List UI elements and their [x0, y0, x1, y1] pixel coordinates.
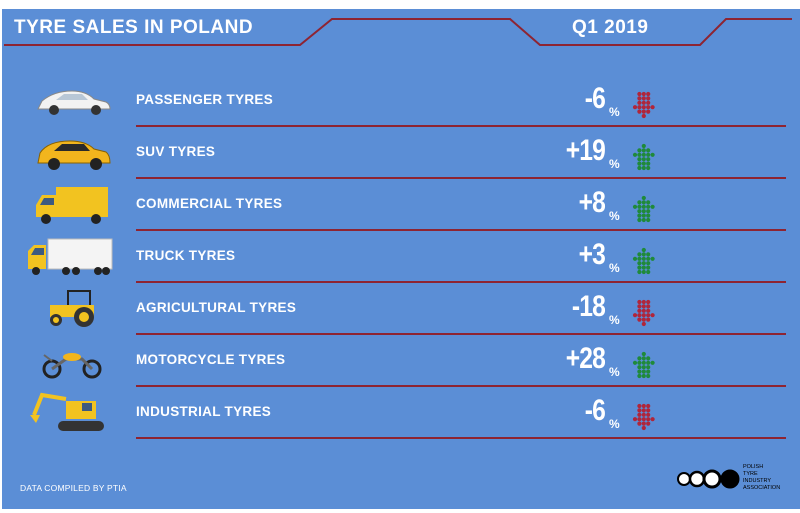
truck-icon: [26, 235, 116, 284]
motorcycle-icon: [26, 339, 116, 388]
ptia-logo: POLISH TYRE INDUSTRY ASSOCIATION: [675, 462, 785, 494]
van-icon: [26, 183, 116, 232]
category-label: AGRICULTURAL TYRES: [136, 300, 297, 315]
down-arrow-icon: [632, 91, 656, 126]
percent-unit: %: [609, 313, 620, 327]
change-value: -6: [584, 82, 606, 115]
change-value: +28: [565, 342, 606, 375]
row-divider: [136, 177, 786, 179]
row-divider: [136, 333, 786, 335]
change-value: +8: [578, 186, 606, 219]
percent-unit: %: [609, 365, 620, 379]
down-arrow-icon: [632, 299, 656, 334]
category-label: COMMERCIAL TYRES: [136, 196, 283, 211]
logo-line: ASSOCIATION: [743, 485, 781, 491]
row-divider: [136, 125, 786, 127]
source-note: DATA COMPILED BY PTIA: [20, 483, 127, 493]
category-label: SUV TYRES: [136, 144, 216, 159]
percent-unit: %: [609, 417, 620, 431]
row-divider: [136, 437, 786, 439]
row-divider: [136, 385, 786, 387]
logo-circles-icon: [677, 469, 740, 489]
logo-line: POLISH: [743, 464, 764, 470]
row-divider: [136, 281, 786, 283]
percent-unit: %: [609, 261, 620, 275]
background: [2, 9, 800, 509]
change-value: +3: [578, 238, 606, 271]
up-arrow-icon: [632, 247, 656, 282]
logo-line: TYRE: [743, 471, 758, 477]
excavator-icon: [26, 391, 116, 440]
up-arrow-icon: [632, 351, 656, 386]
logo-line: INDUSTRY: [743, 478, 772, 484]
logo-text: POLISH TYRE INDUSTRY ASSOCIATION: [743, 464, 780, 492]
down-arrow-icon: [632, 403, 656, 438]
category-label: PASSENGER TYRES: [136, 92, 274, 107]
change-value: +19: [565, 134, 606, 167]
change-value: -6: [584, 394, 606, 427]
period-label: Q1 2019: [572, 17, 649, 38]
change-value: -18: [571, 290, 606, 323]
page-title: TYRE SALES IN POLAND: [14, 17, 254, 38]
tractor-icon: [26, 287, 116, 336]
up-arrow-icon: [632, 143, 656, 178]
category-label: INDUSTRIAL TYRES: [136, 404, 272, 419]
category-label: TRUCK TYRES: [136, 248, 236, 263]
suv-icon: [26, 131, 116, 180]
category-label: MOTORCYCLE TYRES: [136, 352, 286, 367]
percent-unit: %: [609, 105, 620, 119]
up-arrow-icon: [632, 195, 656, 230]
percent-unit: %: [609, 157, 620, 171]
car-icon: [26, 79, 116, 128]
percent-unit: %: [609, 209, 620, 223]
row-divider: [136, 229, 786, 231]
